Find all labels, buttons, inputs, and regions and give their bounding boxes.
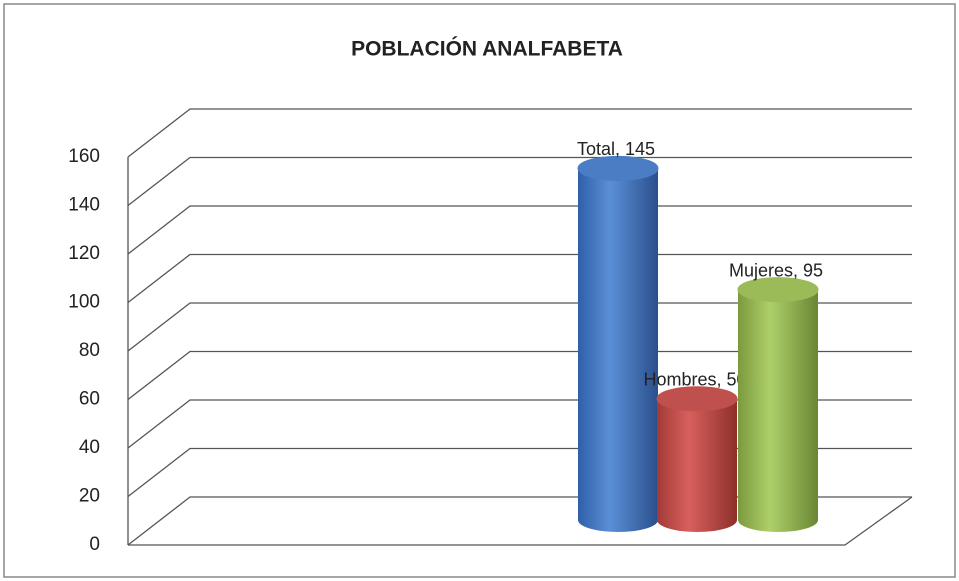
cylinder-body <box>738 289 818 520</box>
y-tick-label: 20 <box>79 486 100 507</box>
grid-line <box>127 302 912 352</box>
grid-line <box>127 350 912 401</box>
y-tick-label: 60 <box>79 389 100 410</box>
y-tick-label: 120 <box>68 243 100 264</box>
data-label: Hombres, 50 <box>643 370 746 390</box>
y-tick-label: 40 <box>79 437 100 458</box>
grid-line <box>127 156 912 207</box>
cylinder-top <box>577 155 659 181</box>
y-tick-label: 80 <box>79 340 100 361</box>
grid-line <box>127 108 912 158</box>
y-tick-label: 160 <box>68 146 100 167</box>
y-tick-label: 100 <box>68 292 100 313</box>
data-label: Total, 145 <box>577 139 655 159</box>
grid-line <box>127 205 912 255</box>
cylinder-top <box>656 386 738 412</box>
chart-title: POBLACIÓN ANALFABETA <box>351 37 623 61</box>
data-label: Mujeres, 95 <box>729 260 823 280</box>
cylinder-body <box>578 168 658 520</box>
floor <box>128 496 913 546</box>
y-tick-label: 140 <box>68 195 100 216</box>
cylinder-top <box>737 277 819 303</box>
grid-line <box>127 253 912 304</box>
y-tick-label: 0 <box>89 534 100 555</box>
cylinder-body <box>657 398 737 520</box>
